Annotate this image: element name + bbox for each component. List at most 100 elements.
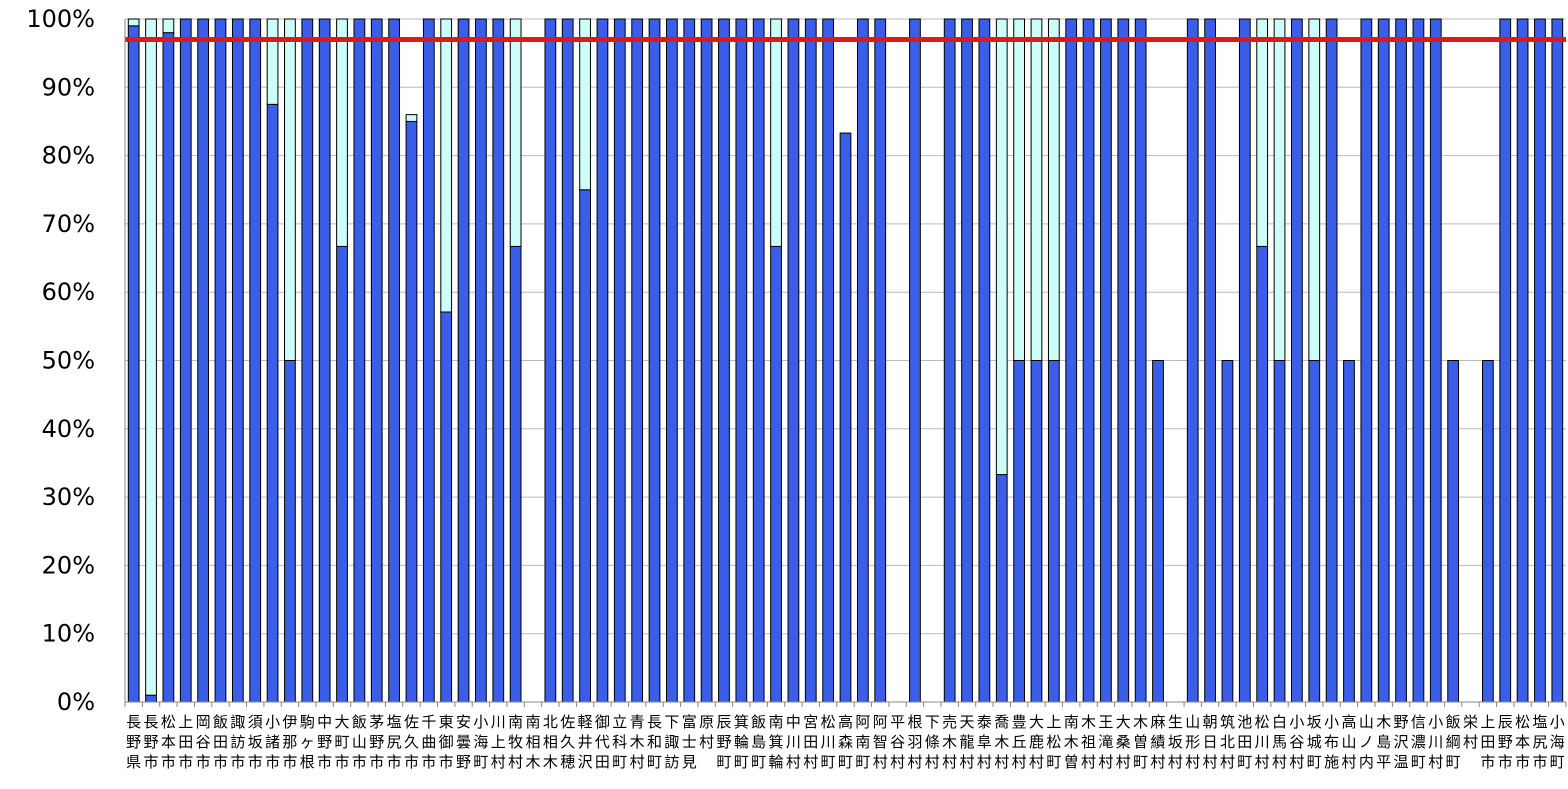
bar-segment-series-a xyxy=(127,25,140,703)
x-tick-label: 北相木 xyxy=(543,713,558,771)
bar-segment-series-a xyxy=(492,18,505,703)
x-tick-label: 南相木 xyxy=(525,713,540,771)
y-tick-label: 60% xyxy=(42,278,95,306)
x-tick-label: 売木村 xyxy=(942,713,957,771)
bar-segment-series-a xyxy=(405,120,418,703)
x-tick-label: 信濃町 xyxy=(1411,713,1426,771)
x-tick-label: 駒ヶ根 xyxy=(300,713,315,771)
x-tick-label: 白馬村 xyxy=(1272,713,1287,771)
y-tick-label: 50% xyxy=(42,347,95,375)
bar-segment-series-a xyxy=(1273,360,1286,703)
x-tick-label: 南木曽 xyxy=(1064,713,1079,771)
bar-segment-series-a xyxy=(370,18,383,703)
bar-segment-series-a xyxy=(1429,18,1442,703)
bar-segment-series-b xyxy=(1308,18,1321,361)
bar-segment-series-a xyxy=(1551,18,1564,703)
x-tick-label: 池田町 xyxy=(1237,713,1252,771)
bar-segment-series-a xyxy=(1499,18,1512,703)
bar-segment-series-a xyxy=(422,18,435,703)
bar-segment-series-a xyxy=(787,18,800,703)
bar-segment-series-a xyxy=(700,18,713,703)
x-tick-label: 塩尻市 xyxy=(1532,713,1547,771)
bar-segment-series-a xyxy=(579,189,591,703)
bar-segment-series-a xyxy=(509,245,522,703)
bar-segment-series-a xyxy=(631,18,644,703)
x-tick-label: 長和町 xyxy=(647,713,662,771)
x-tick-label: 須坂市 xyxy=(248,713,263,771)
x-tick-label: 麻績村 xyxy=(1150,713,1165,771)
x-tick-label: 松本市 xyxy=(1515,713,1530,771)
bar-segment-series-b xyxy=(1013,18,1025,361)
x-tick-label: 岡谷市 xyxy=(196,713,211,771)
x-tick-label: 富士見 xyxy=(682,713,697,771)
bar-segment-series-a xyxy=(284,360,296,703)
bar-segment-series-a xyxy=(839,132,852,703)
x-tick-label: 生坂村 xyxy=(1168,713,1183,771)
y-tick-label: 30% xyxy=(42,483,95,511)
bar-segment-series-a xyxy=(179,18,192,703)
x-tick-label: 箕輪町 xyxy=(734,713,749,771)
bar-segment-series-b xyxy=(336,18,348,247)
bar-segment-series-a xyxy=(648,18,661,703)
bar-segment-series-a xyxy=(978,18,991,703)
x-tick-label: 佐久市 xyxy=(404,713,419,771)
x-tick-label: 南牧村 xyxy=(508,713,523,771)
y-tick-label: 20% xyxy=(42,551,95,579)
x-tick-label: 中野市 xyxy=(317,713,332,771)
bar-segment-series-b xyxy=(127,18,140,27)
bar-segment-series-a xyxy=(249,18,262,703)
bar-segment-series-a xyxy=(1377,18,1390,703)
x-tick-label: 大鹿村 xyxy=(1029,713,1044,771)
bar-segment-series-a xyxy=(197,18,210,703)
bar-segment-series-a xyxy=(770,245,782,703)
bar-segment-series-a xyxy=(1238,18,1251,703)
bar-segment-series-a xyxy=(943,18,956,703)
x-tick-label: 小諸市 xyxy=(265,713,280,771)
bar-segment-series-b xyxy=(770,18,782,247)
bar-segment-series-a xyxy=(856,18,869,703)
y-tick-label: 100% xyxy=(26,5,95,33)
bar-segment-series-a xyxy=(440,311,453,703)
y-tick-label: 70% xyxy=(42,210,95,238)
x-tick-label: 高山村 xyxy=(1341,713,1356,771)
bar-segment-series-b xyxy=(995,18,1008,476)
x-tick-label: 平谷村 xyxy=(890,713,905,771)
x-tick-label: 諏訪市 xyxy=(230,713,245,771)
bar-segment-series-a xyxy=(1534,18,1546,703)
x-tick-label: 立科町 xyxy=(612,713,627,771)
x-tick-label: 松本市 xyxy=(161,713,176,771)
x-tick-label: 上田市 xyxy=(1480,713,1495,771)
x-tick-label: 木島平 xyxy=(1376,713,1391,771)
bar-segment-series-a xyxy=(1047,360,1060,703)
bar-segment-series-a xyxy=(961,18,973,703)
bar-segment-series-a xyxy=(231,18,244,703)
bar-segment-series-a xyxy=(1100,18,1112,703)
x-tick-label: 喬木村 xyxy=(994,713,1009,771)
bar-segment-series-b xyxy=(579,18,591,191)
x-tick-label: 松川町 xyxy=(821,713,836,771)
x-tick-label: 下諏訪 xyxy=(664,713,679,771)
bar-segment-series-a xyxy=(1516,18,1529,703)
bar-segment-series-a xyxy=(1221,360,1234,703)
y-tick-labels: 0% 10% 20% 30% 40% 50% 60% 70% 80% 90% 100% xyxy=(26,5,95,716)
bar-segment-series-b xyxy=(266,18,279,105)
y-tick-label: 0% xyxy=(57,688,95,716)
x-tick-label: 松川村 xyxy=(1255,713,1270,771)
x-tick-label: 大桑村 xyxy=(1116,713,1131,771)
bar-segment-series-b xyxy=(145,18,157,696)
bar-segment-series-a xyxy=(457,18,470,703)
x-tick-label: 野沢温 xyxy=(1394,713,1409,771)
bar-segment-series-b xyxy=(440,18,453,313)
x-tick-label: 御代田 xyxy=(595,713,610,771)
x-tick-label: 天龍村 xyxy=(960,713,975,771)
bar-segment-series-a xyxy=(1308,360,1321,703)
x-tick-labels: 長野県長野市松本市上田市岡谷市飯田市諏訪市須坂市小諸市伊那市駒ヶ根中野市大町市飯… xyxy=(126,713,1565,771)
x-tick-label: 小川村 xyxy=(1428,713,1443,771)
bar-segment-series-a xyxy=(1481,360,1494,703)
y-tick-label: 10% xyxy=(42,620,95,648)
bar-segment-series-a xyxy=(1256,245,1269,703)
bar-segment-series-a xyxy=(804,18,817,703)
x-tick-label: 木曽町 xyxy=(1133,713,1148,771)
bar-segment-series-a xyxy=(1447,360,1460,703)
